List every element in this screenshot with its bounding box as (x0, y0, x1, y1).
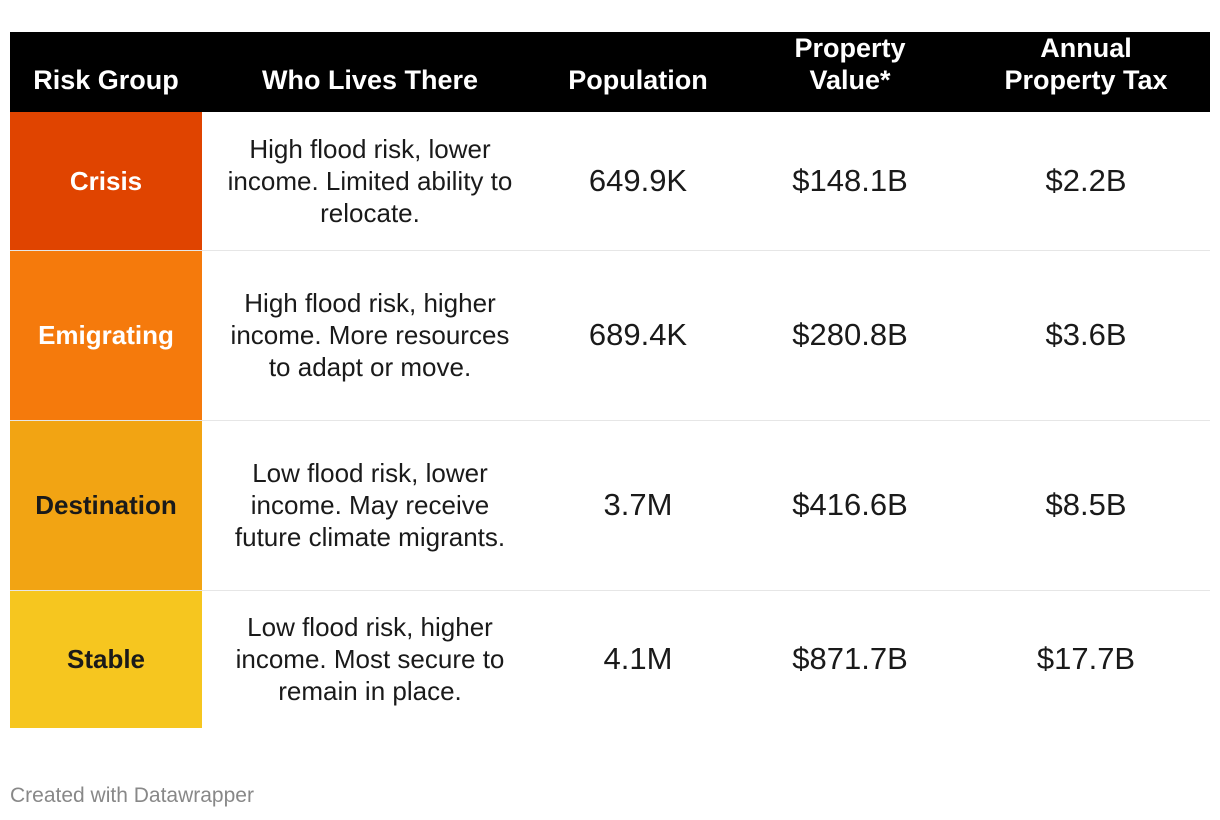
header-population: Population (538, 32, 738, 112)
header-property-value-label: Property Value* (794, 33, 906, 95)
risk-group-cell: Destination (10, 420, 202, 591)
population-cell: 649.9K (538, 112, 738, 251)
description-cell: Low flood risk, higher income. Most secu… (235, 612, 505, 707)
property-value-cell: $280.8B (738, 250, 962, 421)
risk-group-cell: Crisis (10, 112, 202, 251)
population-cell: 3.7M (538, 420, 738, 591)
description-cell: High flood risk, lower income. Limited a… (202, 112, 538, 251)
property-value-cell: $871.7B (792, 641, 908, 677)
table-row: Emigrating High flood risk, higher incom… (10, 250, 1210, 421)
table-row: Stable Low flood risk, higher income. Mo… (10, 590, 1210, 728)
property-value-cell: $148.1B (738, 112, 962, 251)
annual-property-tax-cell: $8.5B (962, 420, 1210, 591)
property-value-cell: $416.6B (738, 420, 962, 591)
risk-group-cell: Emigrating (10, 250, 202, 421)
header-annual-property-tax-label: Annual Property Tax (1004, 33, 1168, 95)
header-risk-group: Risk Group (10, 32, 202, 112)
table-row: Crisis High flood risk, lower income. Li… (10, 112, 1210, 251)
table-row: Destination Low flood risk, lower income… (10, 420, 1210, 591)
population-cell: 4.1M (603, 641, 673, 677)
risk-group-table: Risk Group Who Lives There Population Pr… (10, 32, 1210, 728)
header-annual-property-tax: Annual Property Tax (962, 32, 1210, 112)
annual-property-tax-cell: $3.6B (962, 250, 1210, 421)
header-row: Risk Group Who Lives There Population Pr… (10, 32, 1210, 112)
header-property-value: Property Value* (738, 32, 962, 112)
header-who-lives-there: Who Lives There (202, 32, 538, 112)
risk-group-cell: Stable (10, 590, 202, 728)
description-cell: Low flood risk, lower income. May receiv… (202, 420, 538, 591)
description-cell: High flood risk, higher income. More res… (202, 250, 538, 421)
population-cell: 689.4K (538, 250, 738, 421)
datawrapper-credit: Created with Datawrapper (10, 784, 254, 807)
annual-property-tax-cell: $2.2B (962, 112, 1210, 251)
annual-property-tax-cell: $17.7B (1036, 641, 1136, 677)
